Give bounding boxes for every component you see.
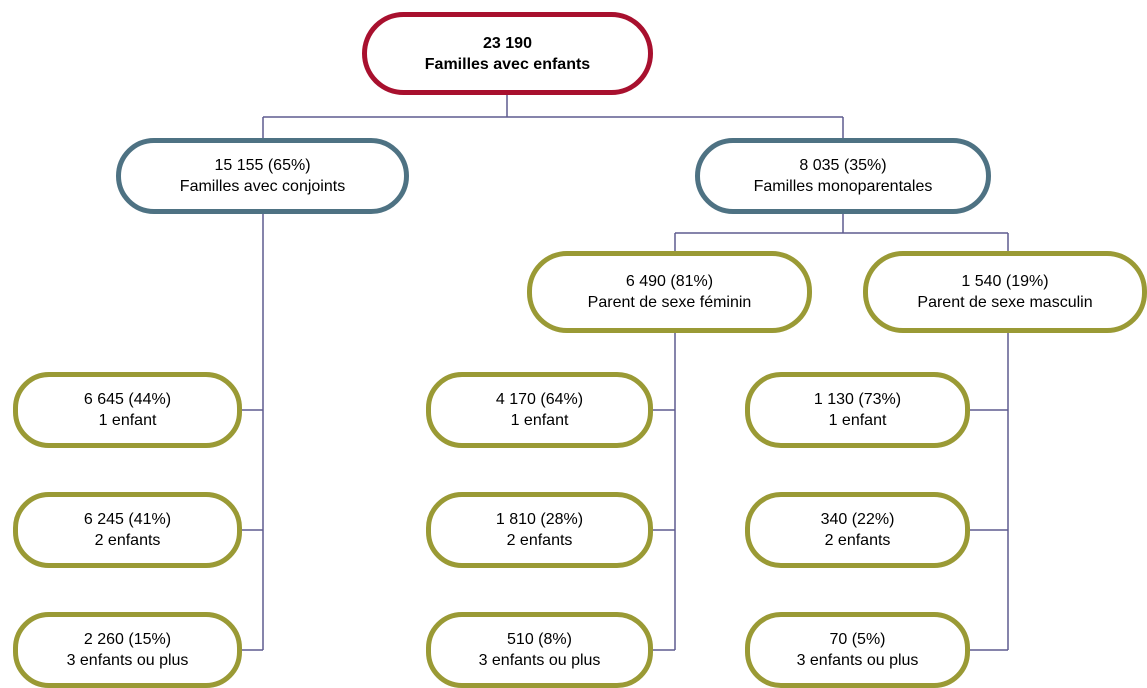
root-count: 23 190 — [483, 34, 532, 52]
female-one-child-node: 4 170 (64%) 1 enfant — [426, 372, 653, 448]
male-two-children-label: 2 enfants — [824, 532, 891, 549]
couples-node: 15 155 (65%) Familles avec conjoints — [116, 138, 409, 214]
female-three-plus-count: 510 (8%) — [507, 631, 572, 648]
male-three-plus-node: 70 (5%) 3 enfants ou plus — [745, 612, 970, 688]
male-one-child-label: 1 enfant — [828, 412, 887, 429]
female-parent-count: 6 490 (81%) — [625, 273, 714, 290]
couples-one-child-node: 6 645 (44%) 1 enfant — [13, 372, 242, 448]
couples-label: Familles avec conjoints — [179, 178, 346, 195]
lone-parent-count: 8 035 (35%) — [799, 157, 887, 174]
couples-three-plus-label: 3 enfants ou plus — [66, 652, 189, 669]
couples-two-children-count: 6 245 (41%) — [83, 511, 172, 528]
male-one-child-node: 1 130 (73%) 1 enfant — [745, 372, 970, 448]
root-node: 23 190 Familles avec enfants — [362, 12, 653, 95]
couples-count: 15 155 (65%) — [214, 157, 311, 174]
lone-parent-node: 8 035 (35%) Familles monoparentales — [695, 138, 991, 214]
male-parent-node: 1 540 (19%) Parent de sexe masculin — [863, 251, 1147, 333]
female-three-plus-node: 510 (8%) 3 enfants ou plus — [426, 612, 653, 688]
female-parent-label: Parent de sexe féminin — [587, 294, 752, 311]
female-one-child-count: 4 170 (64%) — [495, 391, 584, 408]
female-two-children-node: 1 810 (28%) 2 enfants — [426, 492, 653, 568]
male-two-children-count: 340 (22%) — [820, 511, 895, 528]
female-one-child-label: 1 enfant — [510, 412, 569, 429]
male-three-plus-count: 70 (5%) — [829, 631, 886, 648]
lone-parent-label: Familles monoparentales — [753, 178, 933, 195]
couples-three-plus-node: 2 260 (15%) 3 enfants ou plus — [13, 612, 242, 688]
couples-two-children-label: 2 enfants — [94, 532, 161, 549]
male-parent-count: 1 540 (19%) — [961, 273, 1049, 290]
couples-one-child-count: 6 645 (44%) — [83, 391, 172, 408]
root-label: Familles avec enfants — [424, 55, 591, 73]
couples-three-plus-count: 2 260 (15%) — [83, 631, 172, 648]
male-three-plus-label: 3 enfants ou plus — [796, 652, 919, 669]
female-two-children-label: 2 enfants — [506, 532, 573, 549]
couples-one-child-label: 1 enfant — [98, 412, 157, 429]
female-parent-node: 6 490 (81%) Parent de sexe féminin — [527, 251, 812, 333]
male-parent-label: Parent de sexe masculin — [917, 294, 1093, 311]
male-two-children-node: 340 (22%) 2 enfants — [745, 492, 970, 568]
couples-two-children-node: 6 245 (41%) 2 enfants — [13, 492, 242, 568]
male-one-child-count: 1 130 (73%) — [813, 391, 902, 408]
female-three-plus-label: 3 enfants ou plus — [478, 652, 601, 669]
female-two-children-count: 1 810 (28%) — [495, 511, 584, 528]
